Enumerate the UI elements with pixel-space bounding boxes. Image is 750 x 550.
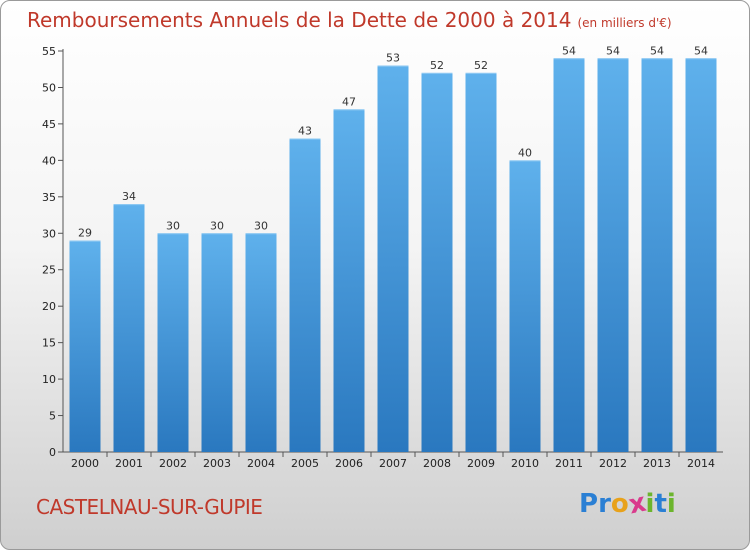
chart-axes: 0 5 10 15 20 25 30 35 40 45 50 55 2000 2001 2002 2003 20… <box>42 45 723 470</box>
bar-2008 <box>421 72 453 452</box>
bar-2007 <box>377 65 409 452</box>
y-tick-label: 10 <box>42 373 56 386</box>
logo-letter: o <box>610 489 629 519</box>
x-tick-label-2012: 2012 <box>599 457 627 470</box>
commune-name: CASTELNAU-SUR-GUPIE <box>36 495 263 519</box>
bar-2001 <box>113 204 145 452</box>
data-label-2007: 53 <box>386 52 400 65</box>
x-tick-label-2007: 2007 <box>379 457 407 470</box>
x-tick-label-2002: 2002 <box>159 457 187 470</box>
data-label-2014: 54 <box>694 44 708 57</box>
x-tick-label-2001: 2001 <box>115 457 143 470</box>
data-label-2010: 40 <box>518 146 532 159</box>
data-label-2006: 47 <box>342 95 356 108</box>
x-tick-label-2006: 2006 <box>335 457 363 470</box>
data-label-2012: 54 <box>606 44 620 57</box>
bar-2003 <box>201 233 233 452</box>
y-tick-label: 5 <box>49 410 56 423</box>
x-tick-label-2008: 2008 <box>423 457 451 470</box>
x-tick-label-2000: 2000 <box>71 457 99 470</box>
bar-2012 <box>597 58 629 453</box>
bar-2009 <box>465 72 497 452</box>
logo-letter: t <box>654 489 667 519</box>
x-tick-label-2011: 2011 <box>555 457 583 470</box>
data-label-2008: 52 <box>430 59 444 72</box>
y-tick-label: 25 <box>42 264 56 277</box>
x-tick-label-2005: 2005 <box>291 457 319 470</box>
logo-letter: r <box>598 489 611 519</box>
y-tick-label: 45 <box>42 118 56 131</box>
x-tick-label-2010: 2010 <box>511 457 539 470</box>
proxiti-logo: Proxiti <box>579 488 676 521</box>
bar-2011 <box>553 58 585 453</box>
bar-2002 <box>157 233 189 452</box>
x-tick-label-2004: 2004 <box>247 457 275 470</box>
chart-title-text: Remboursements Annuels de la Dette de 20… <box>27 8 572 32</box>
x-tick-label-2009: 2009 <box>467 457 495 470</box>
logo-letter: i <box>666 489 676 519</box>
data-label-2009: 52 <box>474 59 488 72</box>
y-tick-label: 35 <box>42 191 56 204</box>
data-label-2001: 34 <box>122 190 136 203</box>
x-tick-label-2003: 2003 <box>203 457 231 470</box>
data-label-2013: 54 <box>650 44 664 57</box>
bar-2014 <box>685 58 717 453</box>
data-label-2000: 29 <box>78 227 92 240</box>
y-tick-label: 20 <box>42 300 56 313</box>
chart-bars <box>69 58 717 453</box>
y-tick-label: 50 <box>42 81 56 94</box>
bar-2004 <box>245 233 277 452</box>
logo-letter: P <box>579 489 599 519</box>
chart-unit-label: (en milliers d'€) <box>577 16 672 30</box>
bar-2006 <box>333 109 365 452</box>
data-label-2005: 43 <box>298 124 312 137</box>
data-label-2011: 54 <box>562 44 576 57</box>
chart-data-labels: 29 34 30 30 30 43 47 53 52 52 40 54 54 54 54 <box>78 44 708 239</box>
y-tick-label: 55 <box>42 45 56 58</box>
y-tick-label: 15 <box>42 337 56 350</box>
data-label-2004: 30 <box>254 219 268 232</box>
chart-title: Remboursements Annuels de la Dette de 20… <box>27 8 672 32</box>
y-tick-label: 0 <box>49 446 56 459</box>
bar-2013 <box>641 58 673 453</box>
data-label-2003: 30 <box>210 219 224 232</box>
bar-2005 <box>289 138 321 452</box>
y-tick-label: 40 <box>42 154 56 167</box>
x-tick-label-2013: 2013 <box>643 457 671 470</box>
data-label-2002: 30 <box>166 219 180 232</box>
logo-letter: i <box>645 489 655 519</box>
bar-2010 <box>509 160 541 452</box>
x-tick-label-2014: 2014 <box>687 457 715 470</box>
bar-2000 <box>69 240 101 452</box>
y-tick-label: 30 <box>42 227 56 240</box>
